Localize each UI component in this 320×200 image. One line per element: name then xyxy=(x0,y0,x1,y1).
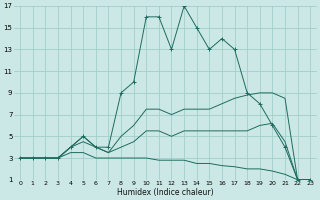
X-axis label: Humidex (Indice chaleur): Humidex (Indice chaleur) xyxy=(117,188,213,197)
